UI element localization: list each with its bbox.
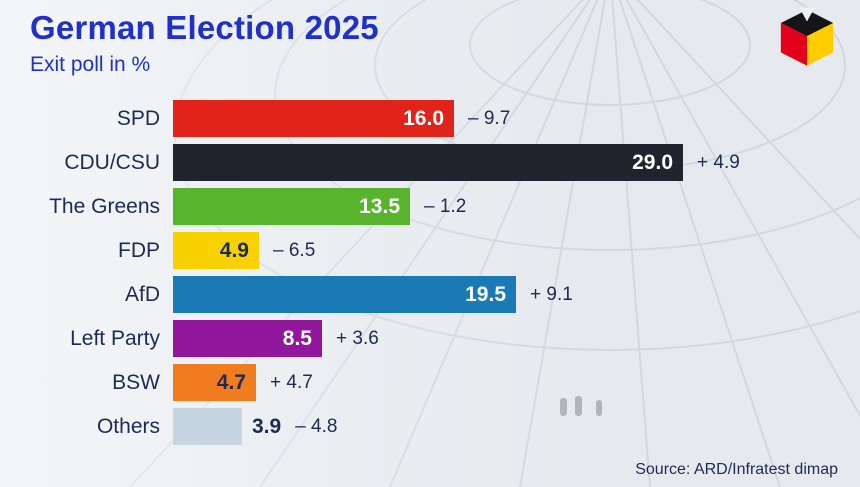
bar: 29.0 (173, 144, 683, 181)
bar-area: 16.0 – 9.7 (173, 100, 860, 137)
change-label: + 3.6 (336, 327, 379, 349)
change-label: – 9.7 (468, 107, 511, 129)
chart-row: FDP 4.9 – 6.5 (0, 232, 860, 269)
change-label: + 4.7 (270, 371, 313, 393)
bar-value: 19.5 (465, 282, 506, 306)
election-cube-logo-icon (780, 7, 834, 66)
bar: 19.5 (173, 276, 516, 313)
bar-area: 29.0 + 4.9 (173, 144, 860, 181)
party-label: SPD (116, 106, 160, 130)
page-subtitle: Exit poll in % (30, 53, 151, 77)
source-text: Source: ARD/Infratest dimap (635, 461, 838, 478)
bar-area: 4.9 – 6.5 (173, 232, 860, 269)
bar-value: 29.0 (632, 150, 673, 174)
party-label: Others (96, 414, 160, 438)
bar-area: 3.9 – 4.8 (173, 408, 860, 445)
chart-row: AfD 19.5 + 9.1 (0, 276, 860, 313)
bar: 4.9 (173, 232, 259, 269)
bar: 13.5 (173, 188, 410, 225)
exit-poll-chart: SPD 16.0 – 9.7 CDU/CSU 29.0 + 4.9 The Gr… (0, 100, 860, 452)
party-label: The Greens (49, 194, 160, 218)
bar: 8.5 (173, 320, 322, 357)
bar-value: 16.0 (403, 106, 444, 130)
bar-value: 8.5 (282, 326, 312, 350)
change-label: – 4.8 (295, 415, 338, 437)
bar-area: 8.5 + 3.6 (173, 320, 860, 357)
chart-row: CDU/CSU 29.0 + 4.9 (0, 144, 860, 181)
bar: 16.0 (173, 100, 454, 137)
chart-header: German Election 2025 Exit poll in % (30, 9, 379, 77)
bar-value: 13.5 (359, 194, 400, 218)
chart-row: SPD 16.0 – 9.7 (0, 100, 860, 137)
chart-row: The Greens 13.5 – 1.2 (0, 188, 860, 225)
party-label: FDP (118, 238, 160, 262)
bar-area: 4.7 + 4.7 (173, 364, 860, 401)
change-label: + 9.1 (530, 283, 573, 305)
bar-value: 4.7 (216, 370, 246, 394)
party-label: BSW (112, 370, 160, 394)
bar: 4.7 (173, 364, 256, 401)
change-label: – 6.5 (273, 239, 316, 261)
page-title: German Election 2025 (30, 9, 379, 46)
chart-row: Left Party 8.5 + 3.6 (0, 320, 860, 357)
chart-row: BSW 4.7 + 4.7 (0, 364, 860, 401)
bar-value-outside: 3.9 (252, 414, 282, 438)
bar-value: 4.9 (219, 238, 249, 262)
chart-row: Others 3.9 – 4.8 (0, 408, 860, 445)
bar-area: 13.5 – 1.2 (173, 188, 860, 225)
change-label: – 1.2 (424, 195, 467, 217)
bar-area: 19.5 + 9.1 (173, 276, 860, 313)
party-label: CDU/CSU (64, 150, 160, 174)
party-label: Left Party (70, 326, 160, 350)
change-label: + 4.9 (697, 151, 740, 173)
party-label: AfD (124, 282, 160, 306)
bar (173, 408, 242, 445)
